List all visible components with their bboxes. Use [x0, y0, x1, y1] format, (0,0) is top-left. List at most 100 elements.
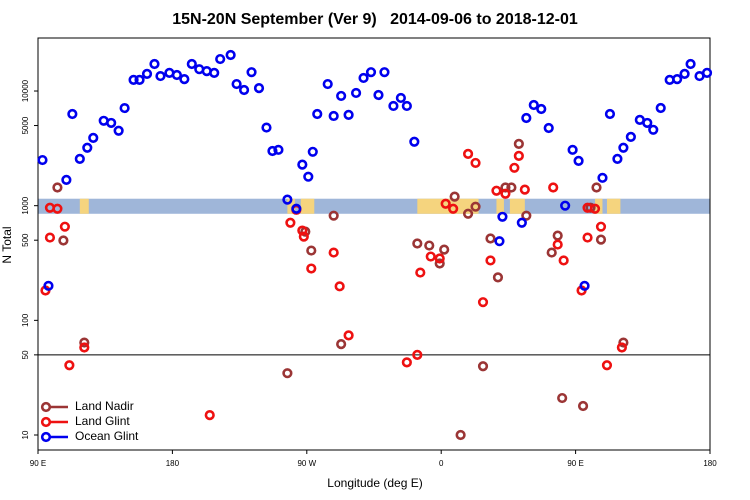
- chart-title: 15N-20N September (Ver 9) 2014-09-06 to …: [172, 11, 578, 28]
- point: [401, 357, 412, 368]
- x-tick-label: 90 W: [297, 459, 316, 468]
- point: [604, 108, 616, 120]
- point: [513, 150, 524, 161]
- legend-label: Land Glint: [75, 414, 130, 428]
- point: [672, 74, 683, 85]
- y-tick-label: 1000: [21, 196, 30, 214]
- point: [552, 230, 563, 241]
- point: [595, 221, 607, 232]
- band-highlight: [300, 198, 315, 214]
- point: [470, 157, 481, 169]
- point: [497, 211, 508, 222]
- point: [44, 232, 56, 243]
- point: [516, 217, 527, 228]
- legend-marker: [40, 431, 52, 443]
- point: [343, 330, 354, 341]
- point: [409, 136, 420, 147]
- point: [536, 103, 547, 115]
- point: [589, 203, 601, 214]
- point: [267, 145, 278, 157]
- point: [79, 342, 90, 353]
- point: [528, 99, 539, 111]
- point: [373, 89, 384, 101]
- point: [336, 339, 347, 350]
- band: [38, 198, 710, 214]
- point: [322, 78, 333, 90]
- point: [186, 58, 197, 70]
- point: [648, 124, 659, 135]
- point: [61, 174, 72, 185]
- point: [128, 74, 139, 86]
- point: [477, 361, 489, 372]
- point: [485, 233, 496, 244]
- legend-label: Land Nadir: [75, 399, 134, 413]
- point: [492, 272, 504, 283]
- point: [43, 280, 54, 291]
- point: [412, 349, 423, 360]
- point: [58, 235, 69, 246]
- y-tick-label: 50: [21, 350, 30, 359]
- point: [155, 70, 166, 82]
- point: [67, 108, 78, 120]
- point: [440, 198, 451, 209]
- plot-frame: [37, 37, 711, 451]
- point: [231, 78, 242, 90]
- point: [312, 108, 323, 120]
- point: [88, 132, 99, 144]
- point: [273, 144, 284, 155]
- point: [209, 67, 220, 78]
- point: [64, 360, 75, 371]
- point: [455, 429, 466, 441]
- y-axis-label: N Total: [0, 226, 14, 263]
- point: [282, 194, 293, 205]
- point: [306, 245, 317, 256]
- x-tick-label: 90 E: [30, 459, 46, 468]
- point: [462, 148, 474, 159]
- point: [552, 239, 563, 250]
- point: [106, 117, 117, 129]
- point: [548, 182, 559, 193]
- point: [365, 67, 377, 78]
- y-tick-label: 10: [21, 430, 30, 439]
- point: [612, 153, 623, 164]
- x-axis-label: Longitude (deg E): [327, 476, 422, 490]
- point: [52, 182, 63, 193]
- point: [506, 182, 517, 193]
- point: [307, 146, 318, 157]
- point: [303, 171, 314, 182]
- point: [546, 247, 557, 258]
- y-tick-label: 500: [21, 233, 30, 247]
- point: [285, 217, 296, 228]
- point: [579, 280, 590, 291]
- point: [618, 142, 629, 153]
- y-tick-label: 100: [21, 313, 30, 327]
- point: [297, 159, 308, 170]
- point: [655, 102, 666, 114]
- point: [582, 232, 593, 243]
- point: [328, 210, 339, 221]
- point: [225, 49, 236, 61]
- x-tick-label: 180: [703, 459, 717, 468]
- point: [434, 253, 445, 264]
- point: [336, 90, 347, 102]
- point: [616, 342, 627, 353]
- point: [521, 112, 532, 124]
- point: [439, 244, 450, 255]
- point: [119, 102, 130, 114]
- point: [74, 153, 85, 164]
- point: [395, 92, 406, 104]
- point: [79, 337, 90, 348]
- point: [238, 84, 250, 96]
- point: [379, 67, 390, 78]
- point: [521, 210, 532, 221]
- point: [449, 191, 460, 202]
- point: [204, 410, 215, 421]
- point: [358, 72, 369, 84]
- band-highlight: [79, 198, 89, 214]
- point: [577, 400, 589, 412]
- point: [679, 68, 690, 80]
- point: [543, 122, 554, 134]
- point: [415, 267, 426, 278]
- point: [328, 110, 339, 122]
